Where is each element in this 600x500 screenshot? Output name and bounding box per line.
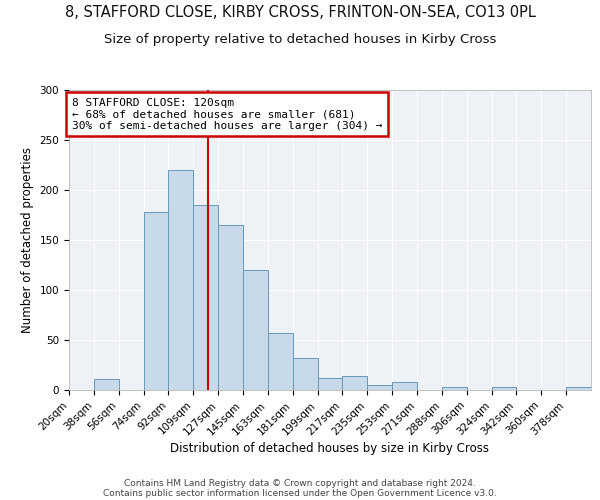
Text: 8, STAFFORD CLOSE, KIRBY CROSS, FRINTON-ON-SEA, CO13 0PL: 8, STAFFORD CLOSE, KIRBY CROSS, FRINTON-… [65, 5, 535, 20]
X-axis label: Distribution of detached houses by size in Kirby Cross: Distribution of detached houses by size … [170, 442, 490, 455]
Bar [343, 376, 367, 390]
Y-axis label: Number of detached properties: Number of detached properties [21, 147, 34, 333]
Bar [243, 270, 268, 390]
Bar [193, 205, 218, 390]
Text: Size of property relative to detached houses in Kirby Cross: Size of property relative to detached ho… [104, 32, 496, 46]
Bar [566, 387, 591, 390]
Bar [442, 387, 467, 390]
Bar [94, 379, 119, 390]
Bar [392, 382, 417, 390]
Text: 8 STAFFORD CLOSE: 120sqm
← 68% of detached houses are smaller (681)
30% of semi-: 8 STAFFORD CLOSE: 120sqm ← 68% of detach… [71, 98, 382, 130]
Text: Contains public sector information licensed under the Open Government Licence v3: Contains public sector information licen… [103, 488, 497, 498]
Bar [268, 333, 293, 390]
Text: Contains HM Land Registry data © Crown copyright and database right 2024.: Contains HM Land Registry data © Crown c… [124, 478, 476, 488]
Bar [317, 378, 343, 390]
Bar [218, 225, 243, 390]
Bar [169, 170, 193, 390]
Bar [491, 387, 517, 390]
Bar [293, 358, 317, 390]
Bar [143, 212, 169, 390]
Bar [367, 385, 392, 390]
